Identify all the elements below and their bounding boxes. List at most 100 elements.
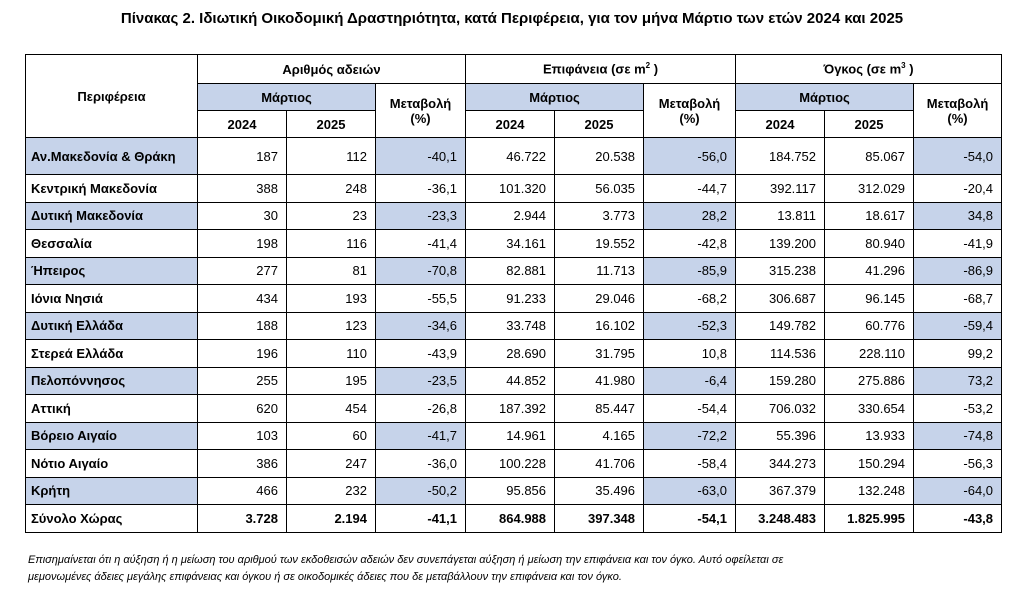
header-year-2025: 2025 [824, 110, 915, 138]
table-cell: -54,4 [643, 394, 737, 423]
table-cell: 100.228 [465, 449, 556, 478]
data-table: Περιφέρεια Αριθμός αδειών Επιφάνεια (σε … [25, 54, 1003, 533]
table-cell: 4.165 [554, 421, 645, 450]
table-cell: 13.811 [735, 201, 826, 230]
table-cell: -74,8 [913, 421, 1003, 450]
region-name: Αν.Μακεδονία & Θράκη [25, 137, 198, 175]
table-cell: 123 [286, 311, 376, 340]
table-cell: 103 [197, 421, 287, 450]
header-area: Επιφάνεια (σε m2 ) [465, 54, 737, 84]
table-cell: 193 [286, 284, 376, 313]
region-name: Δυτική Ελλάδα [25, 311, 198, 340]
table-cell: 195 [286, 366, 376, 395]
table-cell: 620 [197, 394, 287, 423]
header-year-2024: 2024 [465, 110, 556, 138]
table-cell: -53,2 [913, 394, 1003, 423]
table-cell: 386 [197, 449, 287, 478]
table-cell: 44.852 [465, 366, 556, 395]
table-cell: 312.029 [824, 174, 915, 203]
table-cell: -43,8 [913, 504, 1003, 533]
table-row: Ιόνια Νησιά 434 193 -55,5 91.233 29.046 -68,2 3… [25, 284, 1003, 313]
region-name: Κεντρική Μακεδονία [25, 174, 198, 203]
table-cell: -52,3 [643, 311, 737, 340]
table-cell: -40,1 [374, 137, 467, 175]
region-name: Δυτική Μακεδονία [25, 201, 198, 230]
table-cell: -43,9 [374, 339, 467, 368]
table-cell: 232 [286, 476, 376, 505]
table-cell: 454 [286, 394, 376, 423]
table-cell: 19.552 [554, 229, 645, 258]
table-cell: 33.748 [465, 311, 556, 340]
table-cell: 3.728 [197, 504, 287, 533]
table-cell: 306.687 [735, 284, 826, 313]
table-cell: -59,4 [913, 311, 1003, 340]
table-cell: 41.980 [554, 366, 645, 395]
table-cell: 34.161 [465, 229, 556, 258]
table-row: Αν.Μακεδονία & Θράκη 187 112 -40,1 46.722 20.… [25, 137, 1003, 175]
table-row: Κρήτη 466 232 -50,2 95.856 35.496 -63,0 367.379… [25, 476, 1003, 505]
table-cell: 367.379 [735, 476, 826, 505]
table-cell: 85.447 [554, 394, 645, 423]
table-cell: 60.776 [824, 311, 915, 340]
table-cell: 2.194 [286, 504, 376, 533]
footnote: Επισημαίνεται ότι η αύξηση ή η μείωση το… [28, 552, 1008, 586]
table-cell: 29.046 [554, 284, 645, 313]
table-cell: 96.145 [824, 284, 915, 313]
table-cell: 344.273 [735, 449, 826, 478]
table-cell: 28,2 [643, 201, 737, 230]
table-cell: 2.944 [465, 201, 556, 230]
table-cell: 112 [286, 137, 376, 175]
header-change-area: Μεταβολή (%) [643, 83, 737, 138]
table-cell: 466 [197, 476, 287, 505]
table-cell: 35.496 [554, 476, 645, 505]
table-row: Δυτική Μακεδονία 30 23 -23,3 2.944 3.773 28,2 1… [25, 201, 1003, 230]
header-year-2025: 2025 [554, 110, 645, 138]
table-cell: 198 [197, 229, 287, 258]
table-cell: -41,9 [913, 229, 1003, 258]
table-cell: 864.988 [465, 504, 556, 533]
table-cell: -64,0 [913, 476, 1003, 505]
table-cell: -41,1 [374, 504, 467, 533]
table-cell: 95.856 [465, 476, 556, 505]
footnote-line: Επισημαίνεται ότι η αύξηση ή η μείωση το… [28, 554, 784, 566]
header-month-volume: Μάρτιος [735, 83, 915, 111]
table-row: Αττική 620 454 -26,8 187.392 85.447 -54,4 706.0… [25, 394, 1003, 423]
region-name: Ιόνια Νησιά [25, 284, 198, 313]
table-cell: -34,6 [374, 311, 467, 340]
header-region: Περιφέρεια [25, 54, 198, 138]
table-row: Ήπειρος 277 81 -70,8 82.881 11.713 -85,9 315.23… [25, 256, 1003, 285]
region-name: Ήπειρος [25, 256, 198, 285]
table-cell: 81 [286, 256, 376, 285]
table-cell: -55,5 [374, 284, 467, 313]
table-cell: -56,0 [643, 137, 737, 175]
table-cell: 150.294 [824, 449, 915, 478]
table-cell: 114.536 [735, 339, 826, 368]
table-cell: 187 [197, 137, 287, 175]
table-cell: -41,7 [374, 421, 467, 450]
region-name: Νότιο Αιγαίο [25, 449, 198, 478]
table-cell: 388 [197, 174, 287, 203]
table-cell: 16.102 [554, 311, 645, 340]
table-cell: 196 [197, 339, 287, 368]
table-cell: -44,7 [643, 174, 737, 203]
table-cell: -72,2 [643, 421, 737, 450]
table-cell: 188 [197, 311, 287, 340]
table-cell: 277 [197, 256, 287, 285]
table-cell: -41,4 [374, 229, 467, 258]
table-cell: 3.248.483 [735, 504, 826, 533]
table-cell: -70,8 [374, 256, 467, 285]
table-cell: 330.654 [824, 394, 915, 423]
table-cell: -86,9 [913, 256, 1003, 285]
table-cell: -36,0 [374, 449, 467, 478]
table-cell: 187.392 [465, 394, 556, 423]
table-cell: 11.713 [554, 256, 645, 285]
table-cell: 91.233 [465, 284, 556, 313]
table-row: Σύνολο Χώρας 3.728 2.194 -41,1 864.988 397.34… [25, 504, 1003, 533]
table-cell: 184.752 [735, 137, 826, 175]
table-cell: 706.032 [735, 394, 826, 423]
table-row: Θεσσαλία 198 116 -41,4 34.161 19.552 -42,8 139.… [25, 229, 1003, 258]
table-cell: -23,5 [374, 366, 467, 395]
table-cell: 248 [286, 174, 376, 203]
table-cell: 41.296 [824, 256, 915, 285]
table-cell: 397.348 [554, 504, 645, 533]
